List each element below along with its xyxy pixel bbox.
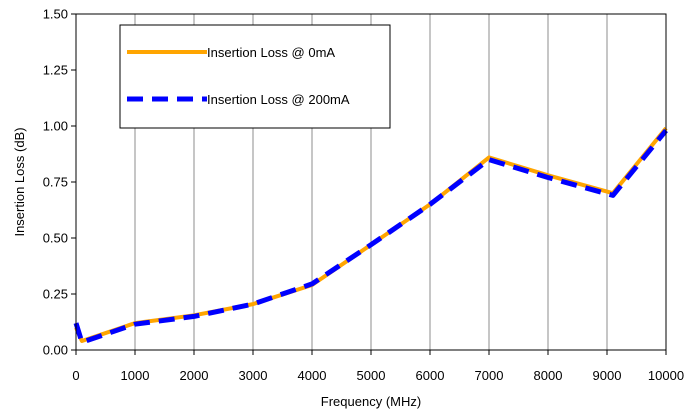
x-tick-label: 7000: [475, 368, 504, 383]
y-tick-label: 0.50: [43, 231, 68, 246]
x-tick-label: 5000: [357, 368, 386, 383]
x-axis-ticks: 0 1000 2000 3000 4000 5000 6000 7000 8000 9000 100…: [72, 350, 684, 383]
y-axis-title: Insertion Loss (dB): [12, 127, 27, 236]
y-axis-ticks: 0.00 0.25 0.50 0.75 1.00 1.25 1.50: [43, 7, 76, 358]
legend-box: [119, 24, 391, 129]
x-tick-label: 10000: [648, 368, 684, 383]
legend-label-0ma: Insertion Loss @ 0mA: [207, 45, 335, 60]
x-axis-title: Frequency (MHz): [321, 394, 421, 409]
y-tick-label: 1.50: [43, 7, 68, 22]
x-tick-label: 1000: [121, 368, 150, 383]
y-tick-label: 1.25: [43, 63, 68, 78]
x-tick-label: 0: [72, 368, 79, 383]
x-tick-label: 3000: [239, 368, 268, 383]
series-line-0: [74, 126, 668, 343]
x-tick-label: 8000: [534, 368, 563, 383]
y-tick-label: 1.00: [43, 119, 68, 134]
x-tick-label: 9000: [593, 368, 622, 383]
y-tick-label: 0.75: [43, 175, 68, 190]
x-tick-label: 4000: [298, 368, 327, 383]
y-tick-label: 0.25: [43, 287, 68, 302]
legend-label-200ma: Insertion Loss @ 200mA: [207, 92, 350, 107]
x-tick-label: 2000: [180, 368, 209, 383]
y-tick-label: 0.00: [43, 343, 68, 358]
x-tick-label: 6000: [416, 368, 445, 383]
legend: Insertion Loss @ 0mA Insertion Loss @ 20…: [119, 24, 391, 129]
